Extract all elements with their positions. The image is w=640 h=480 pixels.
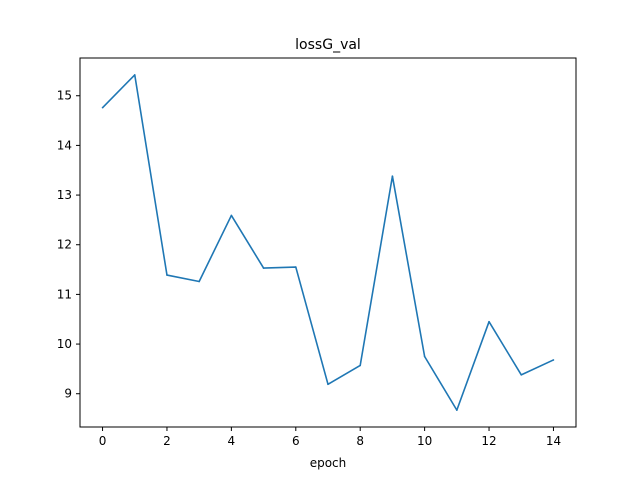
data-point: [262, 267, 265, 269]
plot-area: [101, 74, 555, 411]
data-point: [456, 409, 458, 411]
x-tick-label: 2: [163, 434, 171, 448]
y-tick-label: 10: [57, 337, 72, 351]
x-tick-label: 4: [228, 434, 236, 448]
chart-title: lossG_val: [295, 37, 361, 53]
x-axis-label: epoch: [310, 456, 347, 470]
y-tick-label: 11: [57, 287, 72, 301]
data-point: [294, 266, 297, 268]
y-tick-label: 13: [57, 188, 72, 202]
axes-frame: [79, 57, 577, 428]
data-point: [101, 106, 104, 109]
x-tick-label: 10: [417, 434, 432, 448]
data-point: [198, 280, 200, 283]
x-tick-label: 14: [546, 434, 561, 448]
data-point: [133, 74, 136, 76]
data-point: [552, 359, 555, 361]
y-tick-label: 9: [64, 387, 72, 401]
data-point: [423, 355, 426, 358]
data-point: [166, 274, 168, 276]
x-tick-label: 8: [356, 434, 364, 448]
y-tick-label: 15: [57, 89, 72, 103]
x-tick-label: 0: [99, 434, 107, 448]
data-point: [230, 214, 233, 217]
data-point: [520, 374, 523, 376]
axis-ticks: 0 2 4 6 8 10 12 14 9 10 11 12 13 14 15: [57, 89, 561, 448]
y-tick-label: 12: [57, 238, 72, 252]
y-tick-label: 14: [57, 138, 72, 152]
x-tick-label: 12: [481, 434, 496, 448]
x-tick-label: 6: [292, 434, 300, 448]
data-point: [327, 383, 329, 386]
data-point: [391, 175, 394, 177]
data-point: [359, 364, 362, 367]
data-point: [488, 320, 490, 323]
